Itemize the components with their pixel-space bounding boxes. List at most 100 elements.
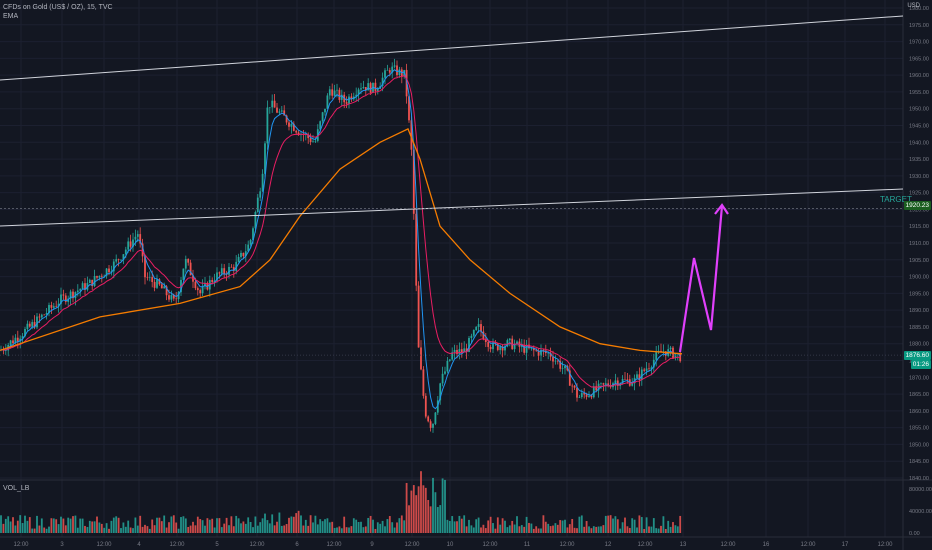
candle-body — [499, 346, 502, 351]
volume-bar — [163, 515, 166, 533]
candle-body — [9, 340, 12, 345]
volume-bar — [122, 522, 125, 533]
price-axis-label: 1980.00 — [909, 6, 929, 12]
volume-bar — [518, 526, 521, 533]
volume-bar — [302, 525, 305, 533]
volume-bar — [278, 512, 281, 533]
volume-bar — [240, 523, 242, 533]
volume-bar — [494, 528, 497, 533]
volume-bar — [175, 522, 178, 533]
volume-bar — [355, 519, 358, 533]
volume-bar — [381, 520, 384, 533]
volume-bar — [669, 526, 672, 533]
candle-body — [501, 346, 504, 351]
volume-bar — [151, 519, 154, 533]
volume-bar — [672, 522, 674, 533]
volume-bar — [2, 523, 5, 533]
volume-bar — [228, 525, 230, 533]
volume-bar — [504, 520, 506, 533]
volume-bar — [436, 507, 439, 533]
volume-bar — [12, 517, 14, 533]
volume-bar — [0, 515, 2, 533]
volume-bar — [244, 523, 247, 533]
candle-body — [96, 276, 98, 278]
candle-body — [283, 110, 286, 116]
candle-body — [460, 349, 463, 353]
candle-body — [168, 295, 170, 300]
candle-body — [62, 294, 65, 296]
volume-bar — [230, 516, 233, 533]
time-axis-label: 12:00 — [559, 542, 575, 548]
candle-body — [297, 132, 300, 136]
time-axis-label: 9 — [370, 542, 374, 548]
volume-bar — [24, 515, 26, 533]
volume-bar — [45, 528, 48, 533]
volume-bar — [333, 527, 336, 533]
volume-bar — [352, 518, 355, 533]
candle-body — [386, 70, 389, 71]
candle-body — [100, 275, 103, 277]
volume-bar — [415, 495, 418, 533]
volume-bar — [348, 527, 350, 533]
volume-bar — [184, 518, 187, 533]
volume-bar — [168, 522, 170, 533]
volume-bar — [626, 526, 629, 533]
volume-bar — [501, 518, 504, 533]
candle-body — [528, 344, 530, 349]
candle-body — [648, 368, 650, 370]
candle-body — [585, 394, 588, 397]
time-axis-label: 12:00 — [482, 542, 498, 548]
volume-bar — [259, 522, 262, 533]
volume-bar — [573, 527, 576, 533]
candle-body — [14, 337, 17, 344]
candle-body — [537, 350, 540, 356]
volume-bar — [160, 521, 163, 533]
candle-body — [165, 286, 168, 296]
volume-bar — [662, 516, 665, 533]
candle-body — [108, 268, 110, 273]
volume-bar — [43, 527, 46, 533]
candle-body — [120, 259, 122, 261]
candle-body — [324, 108, 326, 113]
candle-body — [410, 120, 413, 150]
candle-body — [16, 337, 19, 342]
price-axis-label: 1850.00 — [909, 442, 929, 448]
volume-bar — [386, 519, 389, 533]
candle-body — [451, 352, 454, 360]
volume-bar — [300, 515, 302, 533]
symbol-legend: CFDs on Gold (US$ / OZ), 15, TVC — [3, 4, 113, 11]
volume-bar — [458, 515, 461, 533]
candle-body — [626, 379, 629, 380]
time-axis-label: 12:00 — [404, 542, 420, 548]
volume-bar — [487, 520, 490, 533]
volume-bar — [261, 518, 264, 533]
volume-bar — [420, 471, 422, 533]
candle-body — [357, 89, 360, 95]
candle-body — [604, 383, 607, 385]
candle-body — [420, 347, 422, 370]
volume-bar — [4, 518, 7, 533]
candle-body — [456, 350, 458, 355]
candle-body — [576, 387, 578, 398]
candle-body — [547, 352, 550, 354]
volume-bar — [36, 515, 38, 533]
candle-body — [434, 412, 437, 424]
volume-bar — [211, 518, 214, 533]
candle-body — [520, 344, 523, 347]
volume-bar — [544, 521, 547, 533]
candle-body — [580, 393, 583, 398]
volume-bar — [67, 517, 70, 533]
volume-bar — [664, 528, 667, 533]
price-axis-label: 1975.00 — [909, 23, 929, 29]
volume-bar — [100, 523, 103, 533]
volume-bar — [271, 514, 274, 533]
volume-bar — [220, 527, 223, 533]
candle-body — [244, 251, 247, 257]
candle-body — [285, 115, 288, 123]
candle-body — [148, 277, 151, 278]
candle-body — [540, 350, 542, 356]
candle-body — [228, 266, 230, 275]
volume-bar — [422, 485, 425, 533]
candle-body — [312, 141, 314, 142]
